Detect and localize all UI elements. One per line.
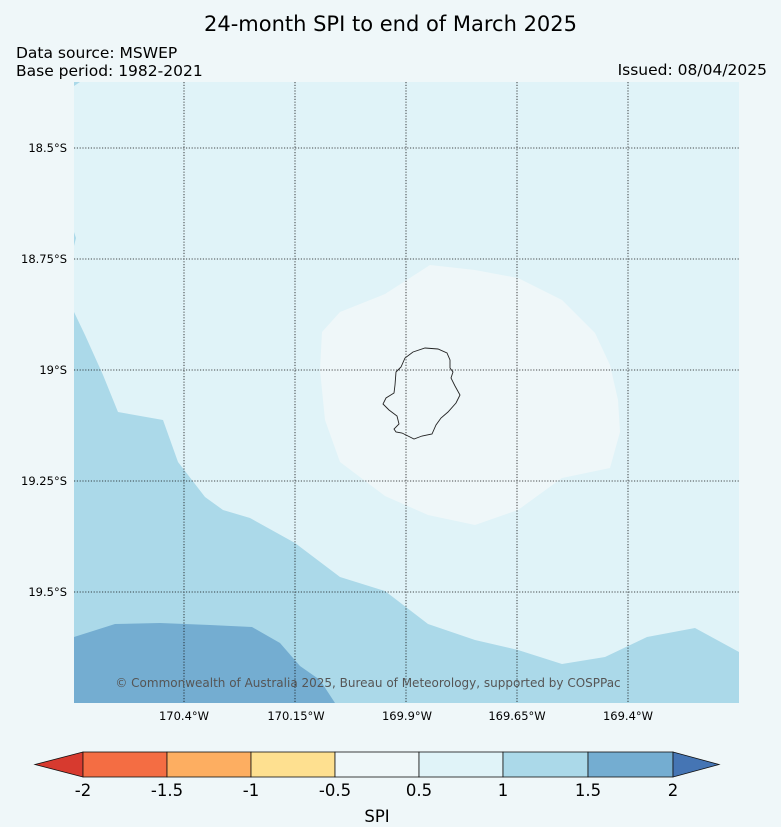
colorbar-tick-label: -0.5: [319, 781, 351, 800]
lat-label-19: 19°S: [39, 363, 67, 377]
lat-label-19.25: 19.25°S: [21, 474, 67, 488]
colorbar-bin-5: [418, 751, 504, 778]
colorbar-title: SPI: [364, 807, 389, 826]
colorbar-bin-1: [82, 751, 168, 778]
lon-label-169.4: 169.4°W: [603, 709, 653, 723]
colorbar-tick-label: -1.5: [151, 781, 183, 800]
longitude-labels: 170.4°W 170.15°W 169.9°W 169.65°W 169.4°…: [159, 709, 653, 723]
spi-region-1-1.5: [74, 312, 739, 703]
island-outline-icon: [382, 347, 461, 440]
issued-date-label: Issued: 08/04/2025: [617, 61, 767, 79]
lat-label-18.5: 18.5°S: [28, 141, 67, 155]
spi-edge-patch: [74, 82, 80, 86]
lat-label-18.75: 18.75°S: [21, 252, 67, 266]
colorbar-bin-6: [502, 751, 589, 778]
page-title: 24-month SPI to end of March 2025: [203, 12, 578, 36]
colorbar-ticks: -2 -1.5 -1 -0.5 0.5 1 1.5 2 SPI: [75, 781, 678, 826]
colorbar-bin-2: [166, 751, 252, 778]
copyright-text: © Commonwealth of Australia 2025, Bureau…: [115, 676, 620, 690]
colorbar-tick-label: 0.5: [406, 781, 432, 800]
colorbar-extend-low: [33, 751, 84, 778]
colorbar-tick-label: 1.5: [575, 781, 601, 800]
colorbar-bin-3: [250, 751, 336, 778]
lon-label-169.9: 169.9°W: [382, 709, 432, 723]
colorbar-tick-label: -2: [75, 781, 91, 800]
colorbar-bin-7: [587, 751, 674, 778]
lon-label-169.65: 169.65°W: [488, 709, 545, 723]
colorbar-tick-label: 2: [668, 781, 679, 800]
spi-edge-patch-2: [74, 232, 76, 246]
latitude-labels: 18.5°S 18.75°S 19°S 19.25°S 19.5°S: [21, 141, 67, 599]
colorbar-tick-label: -1: [243, 781, 259, 800]
lon-label-170.15: 170.15°W: [267, 709, 324, 723]
colorbar-tick-label: 1: [498, 781, 509, 800]
colorbar-extend-high: [672, 751, 721, 778]
spi-region-1.5-2: [74, 623, 335, 703]
base-period-label: Base period: 1982-2021: [16, 62, 203, 80]
lat-label-19.5: 19.5°S: [28, 585, 67, 599]
meta-info: Data source: MSWEP Base period: 1982-202…: [16, 44, 203, 80]
spi-region-near-normal: [320, 265, 620, 525]
colorbar-bin-4: [334, 751, 420, 778]
spi-map: [74, 82, 739, 703]
colorbar: [33, 751, 721, 778]
lon-label-170.4: 170.4°W: [159, 709, 209, 723]
data-source-label: Data source: MSWEP: [16, 44, 178, 62]
